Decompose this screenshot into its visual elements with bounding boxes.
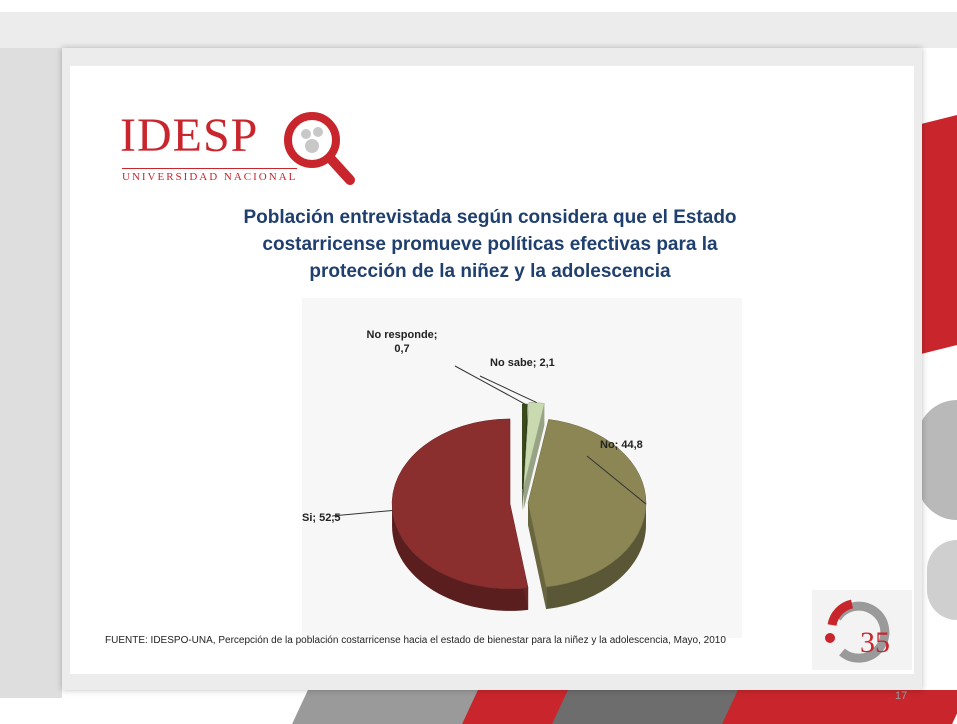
source-note: FUENTE: IDESPO-UNA, Percepción de la pob… [105,635,726,646]
anniversary-badge: 35 [812,590,912,670]
slice-label: No sabe; 2,1 [490,357,555,369]
leader-line [454,365,526,405]
background-stripe [0,48,62,698]
leader-line [479,375,537,404]
background-stripe [927,540,957,620]
slice-label: No; 44,8 [600,439,643,451]
idespo-logo: IDESP UNIVERSIDAD NACIONAL [120,108,370,208]
pie-slice-side [392,503,529,611]
background-stripe [917,400,957,520]
logo-subtitle: UNIVERSIDAD NACIONAL [122,168,298,183]
page-number: 17 [895,690,908,702]
leader-line [586,455,647,505]
background-stripe [0,12,957,48]
slice-label: No responde; 0,7 [367,329,438,355]
badge-icon: 35 [825,599,890,663]
chart-title: Población entrevistada según considera q… [243,207,737,282]
pie-chart: No responde; 0,7 No sabe; 2,1 No; 44,8 Si; 5… [302,298,742,638]
badge-number: 35 [860,626,890,659]
slide-content: IDESP UNIVERSIDAD NACIONAL Población ent… [70,66,914,674]
pie-slice [391,418,529,590]
logo-name: IDESP [120,109,259,162]
pie-slice-face [523,403,545,510]
leader-line [331,509,393,517]
pie-slice [522,403,528,490]
slice-label: Si; 52,5 [302,512,341,524]
pie-slice-face [522,404,528,512]
magnifier-icon [284,112,355,185]
background-stripe [917,115,957,355]
background-stripe [722,690,957,724]
pie-slice-face [527,503,547,610]
slide: IDESP UNIVERSIDAD NACIONAL Población ent… [62,48,922,690]
